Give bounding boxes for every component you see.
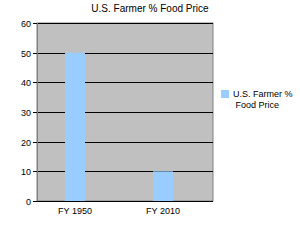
tick-mark <box>33 82 37 83</box>
grid-line <box>37 171 213 172</box>
bars <box>65 53 173 201</box>
y-tick-label: 40 <box>21 78 31 88</box>
legend-line: U.S. Farmer % <box>233 89 293 99</box>
y-tick-label: 0 <box>26 197 31 207</box>
y-tick-label: 10 <box>21 167 31 177</box>
grid-line <box>37 23 213 24</box>
bar <box>65 53 85 201</box>
legend-line: Food Price <box>233 100 279 110</box>
grid-line <box>37 142 213 143</box>
title: U.S. Farmer % Food Price <box>91 3 209 14</box>
tick-mark <box>33 23 37 24</box>
grid-line <box>37 112 213 113</box>
chart: U.S. Farmer % Food Price 0 10 20 30 40 50 60 FY … <box>0 0 300 225</box>
plot-area <box>37 23 213 201</box>
y-axis <box>37 23 38 201</box>
bar <box>153 171 173 201</box>
legend: U.S. Farmer % Food Price <box>221 89 293 110</box>
tick-mark <box>33 112 37 113</box>
y-tick-label: 20 <box>21 138 31 148</box>
y-tick-label: 50 <box>21 49 31 59</box>
tick-mark <box>33 53 37 54</box>
x-tick-label: FY 1950 <box>58 206 92 216</box>
y-tick-label: 30 <box>21 108 31 118</box>
grid-line <box>37 53 213 54</box>
grid-line <box>37 82 213 83</box>
x-tick-label: FY 2010 <box>146 206 180 216</box>
tick-mark <box>33 171 37 172</box>
legend-label: U.S. Farmer % Food Price <box>233 89 293 110</box>
legend-swatch <box>221 90 229 98</box>
tick-mark <box>33 201 37 202</box>
grid-line <box>37 201 213 202</box>
y-tick-label: 60 <box>21 19 31 29</box>
tick-mark <box>33 142 37 143</box>
